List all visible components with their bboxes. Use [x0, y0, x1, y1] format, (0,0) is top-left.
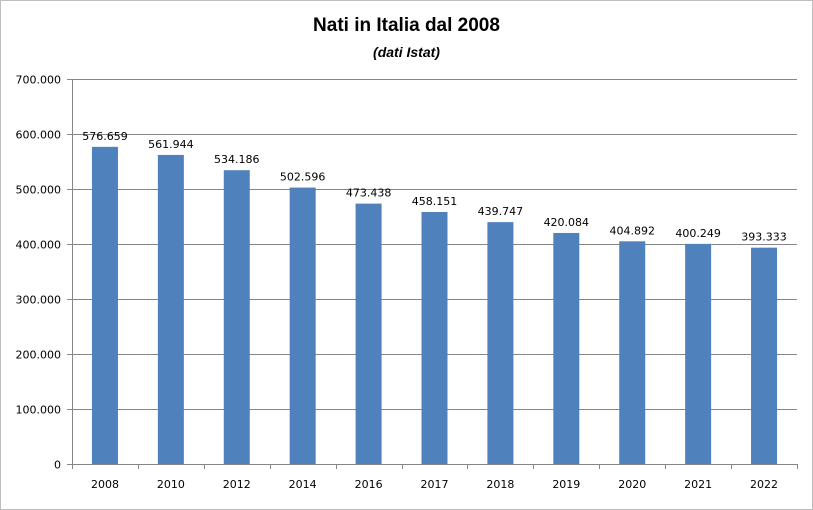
y-tick-label: 300.000	[16, 294, 62, 307]
data-label: 534.186	[214, 153, 260, 166]
x-tick-label: 2014	[289, 478, 317, 491]
bar-2012	[223, 170, 250, 464]
data-label: 473.438	[346, 187, 392, 200]
y-tick-label: 400.000	[16, 239, 62, 252]
y-tick-label: 100.000	[16, 404, 62, 417]
x-tick-label: 2016	[355, 478, 383, 491]
x-tick-label: 2017	[421, 478, 449, 491]
x-tick-label: 2019	[552, 478, 580, 491]
data-label: 502.596	[280, 171, 326, 184]
y-tick-label: 200.000	[16, 349, 62, 362]
x-tick-label: 2020	[618, 478, 646, 491]
y-tick-label: 0	[54, 459, 61, 472]
x-tick-label: 2022	[750, 478, 778, 491]
data-label: 420.084	[544, 216, 590, 229]
chart-title: Nati in Italia dal 2008	[313, 15, 500, 36]
data-label: 561.944	[148, 138, 194, 151]
x-tick-label: 2010	[157, 478, 185, 491]
x-tick-label: 2012	[223, 478, 251, 491]
bar-2018	[487, 222, 514, 464]
bar-2019	[553, 232, 580, 464]
data-label: 439.747	[478, 205, 524, 218]
bar-2008	[91, 146, 118, 464]
bar-2014	[289, 187, 316, 464]
y-tick-label: 600.000	[16, 129, 62, 142]
data-label: 458.151	[412, 195, 458, 208]
x-tick-label: 2021	[684, 478, 712, 491]
bar-2010	[157, 154, 184, 465]
bar-2017	[421, 212, 448, 464]
chart-subtitle: (dati Istat)	[373, 44, 440, 60]
x-tick-label: 2008	[91, 478, 119, 491]
data-label: 400.249	[675, 227, 721, 240]
bar-2022	[751, 247, 778, 464]
y-tick-label: 500.000	[16, 184, 62, 197]
bar-2016	[355, 203, 382, 464]
bar-2021	[685, 243, 712, 464]
x-tick-label: 2018	[486, 478, 514, 491]
y-tick-label: 700.000	[16, 74, 62, 87]
data-label: 404.892	[609, 224, 655, 237]
data-label: 576.659	[82, 130, 128, 143]
bar-2020	[619, 241, 646, 464]
data-label: 393.333	[741, 231, 787, 244]
